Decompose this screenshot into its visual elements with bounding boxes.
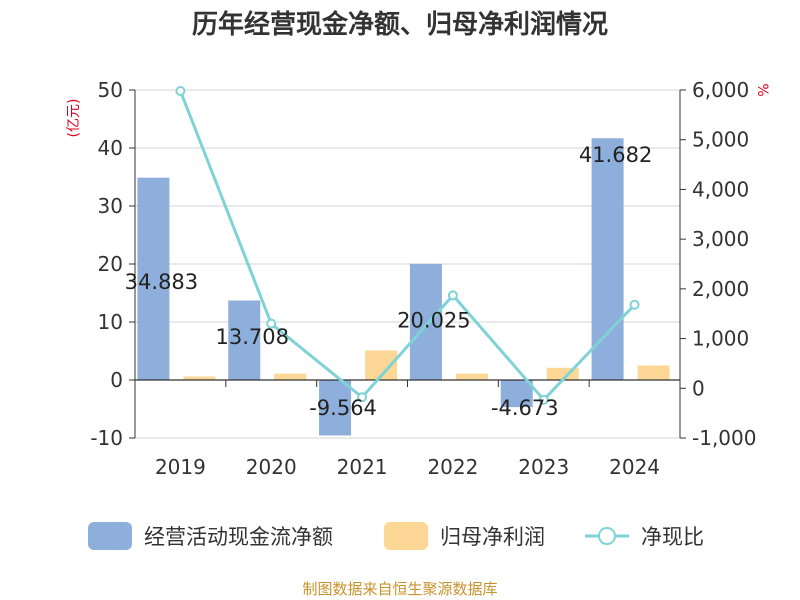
right-tick-label: 5,000 bbox=[692, 128, 749, 152]
right-tick-label: 2,000 bbox=[692, 277, 749, 301]
cash-ratio-line[interactable] bbox=[179, 90, 636, 402]
cashflow-data-label: -4.673 bbox=[491, 396, 559, 420]
axes: -10 0 10 20 30 40 50 -1,000 0 1,000 2,000 3,000 4,00… bbox=[90, 78, 756, 479]
legend-label: 经营活动现金流净额 bbox=[144, 525, 333, 549]
bar-layer bbox=[137, 138, 670, 436]
cash-ratio-point[interactable] bbox=[266, 318, 277, 329]
net-profit-bar[interactable] bbox=[455, 373, 488, 380]
cashflow-bar[interactable] bbox=[591, 138, 624, 380]
cashflow-bar[interactable] bbox=[228, 300, 261, 380]
left-tick-label: 50 bbox=[98, 78, 123, 102]
cashflow-data-label: 34.883 bbox=[125, 270, 198, 294]
cashflow-data-label: -9.564 bbox=[309, 396, 377, 420]
category-label: 2022 bbox=[427, 455, 478, 479]
cashflow-bar[interactable] bbox=[137, 177, 170, 380]
left-axis-unit: (亿元) bbox=[66, 99, 82, 138]
left-tick-label: 10 bbox=[98, 310, 123, 334]
legend-item[interactable]: 归母净利润 bbox=[384, 522, 545, 550]
net-profit-bar[interactable] bbox=[183, 376, 216, 380]
left-tick-label: 40 bbox=[98, 136, 123, 160]
cashflow-bar[interactable] bbox=[500, 380, 533, 408]
cash-ratio-point[interactable] bbox=[357, 392, 368, 403]
legend-label: 归母净利润 bbox=[440, 525, 545, 549]
left-tick-label: -10 bbox=[90, 426, 123, 450]
net-profit-bar[interactable] bbox=[637, 365, 670, 381]
category-label: 2023 bbox=[518, 455, 569, 479]
line-layer bbox=[175, 85, 640, 405]
right-axis-unit: % bbox=[754, 83, 770, 96]
cash-ratio-point[interactable] bbox=[175, 85, 186, 96]
net-profit-bar[interactable] bbox=[274, 373, 307, 380]
left-tick-label: 20 bbox=[98, 252, 123, 276]
legend-marker bbox=[598, 527, 616, 545]
category-label: 2020 bbox=[246, 455, 297, 479]
cash-ratio-point[interactable] bbox=[629, 299, 640, 310]
cashflow-bar[interactable] bbox=[409, 263, 442, 380]
cashflow-bar[interactable] bbox=[319, 380, 352, 436]
right-tick-label: 6,000 bbox=[692, 78, 749, 102]
legend[interactable]: 经营活动现金流净额 归母净利润 净现比 bbox=[88, 522, 704, 550]
cashflow-data-label: 20.025 bbox=[397, 309, 470, 333]
left-tick-label: 0 bbox=[110, 368, 123, 392]
legend-item[interactable]: 净现比 bbox=[585, 525, 704, 549]
legend-swatch bbox=[88, 522, 132, 550]
cash-ratio-point[interactable] bbox=[538, 394, 549, 405]
cashflow-data-label: 13.708 bbox=[216, 325, 289, 349]
left-tick-label: 30 bbox=[98, 194, 123, 218]
right-tick-label: 1,000 bbox=[692, 327, 749, 351]
right-tick-label: 0 bbox=[692, 376, 705, 400]
right-tick-label: -1,000 bbox=[692, 426, 756, 450]
right-tick-label: 3,000 bbox=[692, 227, 749, 251]
legend-item[interactable]: 经营活动现金流净额 bbox=[88, 522, 333, 550]
source-note: 制图数据来自恒生聚源数据库 bbox=[302, 580, 497, 598]
category-label: 2024 bbox=[609, 455, 660, 479]
chart-title: 历年经营现金净额、归母净利润情况 bbox=[192, 9, 608, 40]
cash-ratio-point[interactable] bbox=[447, 290, 458, 301]
right-tick-label: 4,000 bbox=[692, 177, 749, 201]
legend-label: 净现比 bbox=[641, 525, 704, 549]
category-label: 2019 bbox=[155, 455, 206, 479]
cashflow-data-label: 41.682 bbox=[579, 143, 652, 167]
data-labels: 34.883 13.708 -9.564 20.025 -4.673 41.682 bbox=[125, 143, 653, 420]
legend-swatch bbox=[384, 522, 428, 550]
category-label: 2021 bbox=[337, 455, 388, 479]
